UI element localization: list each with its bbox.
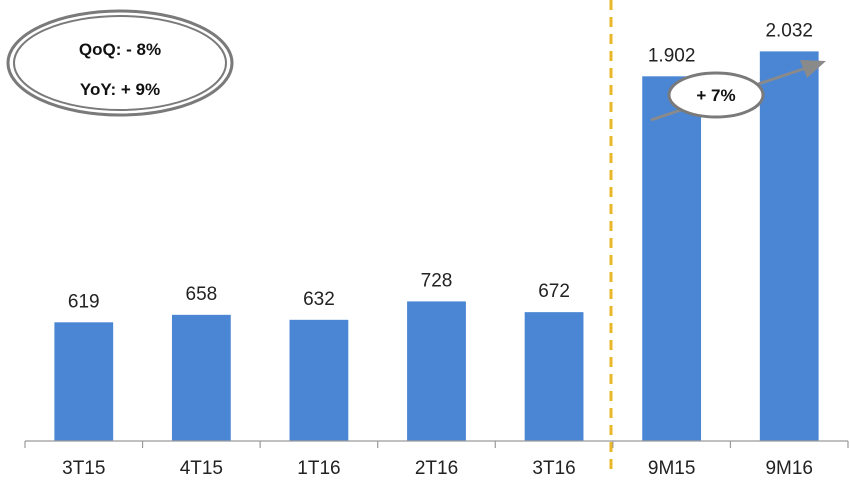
bar-3t16 bbox=[524, 312, 584, 441]
data-label: 619 bbox=[68, 291, 100, 312]
data-label: 672 bbox=[538, 281, 570, 302]
data-label: 658 bbox=[186, 284, 218, 305]
data-label: 1.902 bbox=[648, 45, 696, 66]
x-tick-label: 3T15 bbox=[62, 458, 105, 479]
x-tick-label: 1T16 bbox=[297, 458, 340, 479]
x-tick-label: 3T16 bbox=[532, 458, 575, 479]
arrow-head-icon bbox=[800, 60, 826, 78]
bar-1t16 bbox=[289, 319, 349, 441]
bubble-outline bbox=[6, 9, 234, 117]
growth-bubble bbox=[667, 71, 765, 119]
data-label: 728 bbox=[421, 270, 453, 291]
qoq-text: QoQ: - 8% bbox=[79, 40, 161, 59]
x-tick-label: 9M16 bbox=[765, 458, 813, 479]
x-tick-label: 4T15 bbox=[180, 458, 223, 479]
bar-9m15 bbox=[642, 76, 702, 442]
qoq-yoy-bubble: QoQ: - 8% YoY: + 9% bbox=[6, 9, 234, 117]
labels-layer: 619 3T15 658 4T15 632 1T16 728 2T16 672 3T16 1.902… bbox=[62, 20, 813, 479]
bar-3t15 bbox=[54, 322, 114, 441]
bar-9m16 bbox=[759, 51, 819, 442]
x-tick-label: 2T16 bbox=[415, 458, 458, 479]
bar-2t16 bbox=[407, 301, 466, 441]
yoy-text: YoY: + 9% bbox=[80, 80, 160, 99]
bar-4t15 bbox=[171, 314, 231, 441]
data-label: 2.032 bbox=[765, 20, 813, 41]
growth-text: + 7% bbox=[696, 86, 735, 105]
bubble-outline-inner bbox=[13, 15, 227, 111]
bars-layer bbox=[54, 51, 819, 442]
data-label: 632 bbox=[303, 289, 335, 310]
growth-annotation: + 7% bbox=[650, 60, 826, 122]
x-axis-ticks bbox=[24, 441, 849, 448]
x-tick-label: 9M15 bbox=[648, 458, 696, 479]
